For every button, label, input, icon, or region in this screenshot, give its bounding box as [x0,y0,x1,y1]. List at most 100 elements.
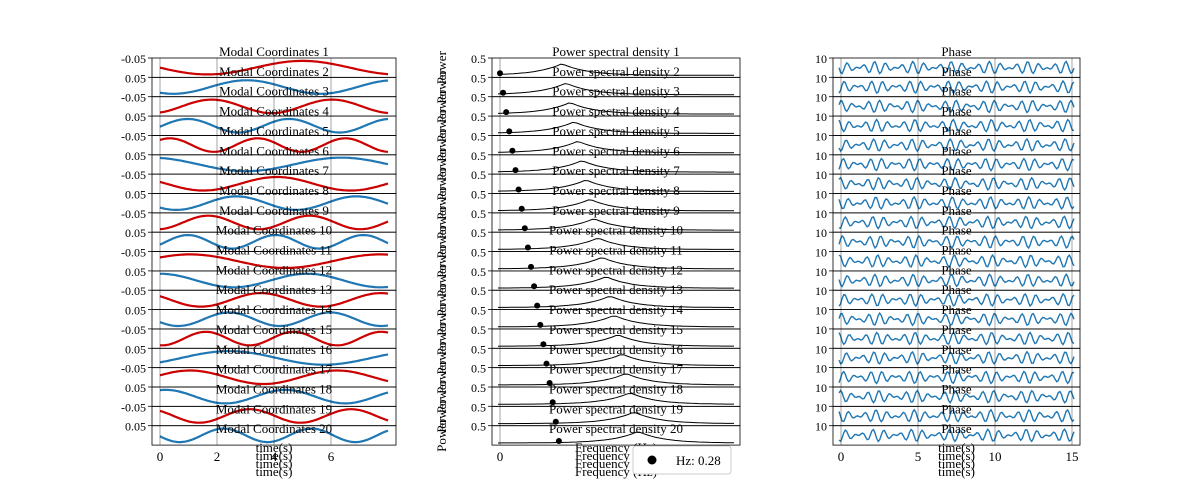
xlabel: time(s) [938,456,975,471]
ytick-label: 0.5 [471,91,486,105]
psd-trace [497,431,735,444]
ylabel: Power [434,50,449,84]
ytick-label: 0.5 [471,168,486,182]
ytick-label: -0.05 [121,362,146,376]
ytick-label: 10 [815,265,827,279]
ytick-label: 0.05 [125,110,146,124]
subplot-title: Power spectral density 1 [552,44,679,59]
subplot-title: Phase [941,401,972,416]
psd-peak-marker [506,128,513,135]
subplot-row: Modal Coordinates 4 0.05 [125,104,397,136]
subplot-title: Power spectral density 12 [549,262,683,277]
phase-trace [838,79,1075,95]
phase-trace [838,195,1075,211]
phase-trace [838,389,1075,404]
ylabel: Power [434,302,449,336]
xlabel: time(s) [938,448,975,463]
ytick-label: 0.5 [471,284,486,298]
subplot-row: Power spectral density 3 0.5 Power [434,84,741,123]
ytick-label: 10 [815,400,827,414]
psd-peak-marker [521,225,528,232]
phase-trace [838,331,1075,346]
subplot-row: Phase 10 [815,262,1081,291]
psd-trace [498,412,734,425]
subplot-title: Modal Coordinates 8 [219,183,329,198]
psd-peak-marker [518,205,525,212]
ytick-label: 0.5 [471,265,486,279]
subplot-title: Power spectral density 9 [552,203,679,218]
subplot-title: Power spectral density 7 [552,163,680,178]
subplot-row: Modal Coordinates 3 -0.05 [121,84,397,117]
subplot-title: Modal Coordinates 7 [219,163,329,178]
psd-trace [498,392,734,405]
phase-panel: Phase 10 Phase 10 Phase 10 Phase 10 Phase 10 Phase… [815,44,1081,479]
xlabel: time(s) [256,440,293,455]
ytick-label: 0.5 [471,323,486,337]
psd-trace [498,199,734,212]
psd-peak-marker [503,109,510,116]
phase-trace [838,370,1075,385]
ytick-label: 10 [815,129,827,143]
psd-peak-marker [500,89,507,96]
subplot-title: Phase [941,163,972,178]
ytick-label: -0.05 [121,400,146,414]
psd-peak-marker [509,147,516,154]
subplot-title: Phase [941,183,972,198]
ytick-label: 0.05 [125,342,146,356]
subplot-title: Power spectral density 6 [552,143,680,158]
subplot-frame [832,425,1081,446]
phase-trace [838,176,1075,192]
phase-trace [838,137,1075,153]
legend-marker [647,455,657,465]
ytick-label: 0.5 [471,71,486,85]
subplot-row: Modal Coordinates 200.05 [125,420,397,446]
xlabel: time(s) [256,456,293,471]
psd-peak-marker [546,380,553,386]
subplot-row: Power spectral density 4 0.5 Power [434,104,741,142]
ytick-label: -0.05 [121,129,146,143]
ytick-label: 10 [815,207,827,221]
subplot-title: Modal Coordinates 4 [219,104,329,119]
subplot-title: Power spectral density 3 [552,84,679,99]
subplot-title: Phase [941,64,972,79]
psd-trace [498,373,734,386]
ylabel: Power [434,186,449,220]
ylabel: Power [434,263,449,297]
ylabel: Power [434,128,449,162]
ytick-label: 0.5 [471,149,486,163]
subplot-row: Phase 10 [815,64,1081,98]
subplot-row: Power spectral density 13 0.5 Power [434,282,741,317]
ylabel: Power [434,70,449,104]
xlabel: time(s) [938,440,975,455]
ytick-label: 0.5 [471,129,486,143]
phase-trace [838,292,1075,308]
subplot-row: Phase 10 [815,420,1081,446]
xlabel: time(s) [256,448,293,463]
subplot-title: Power spectral density 13 [549,282,683,297]
subplot-row: Power spectral density 12 0.5 Power [434,262,741,297]
ytick-label: 10 [815,246,827,260]
xtick-label: 4 [271,449,278,464]
ytick-label: 10 [815,381,827,395]
ylabel: Power [434,225,449,259]
psd-peak-marker [549,399,556,406]
xlabel: time(s) [938,464,975,479]
subplot-title: Power spectral density 20 [549,421,683,436]
ytick-label: -0.05 [121,323,146,337]
subplot-title: Phase [941,342,972,357]
subplot-row: Power spectral density 19 0.5 Power [434,399,741,433]
ytick-label: 10 [815,188,827,202]
subplot-title: Power spectral density 16 [549,342,683,357]
subplot-title: Phase [941,243,972,258]
xtick-label: 0 [157,449,164,464]
subplot-title: Modal Coordinates 2 [219,64,329,79]
subplot-title: Power spectral density 14 [549,302,683,317]
psd-trace [498,276,734,289]
subplot-title: Power spectral density 2 [552,64,679,79]
subplot-title: Phase [941,44,972,59]
psd-trace [498,354,735,366]
ytick-label: 10 [815,71,827,85]
subplot-row: Modal Coordinates 6 0.05 [125,143,397,175]
